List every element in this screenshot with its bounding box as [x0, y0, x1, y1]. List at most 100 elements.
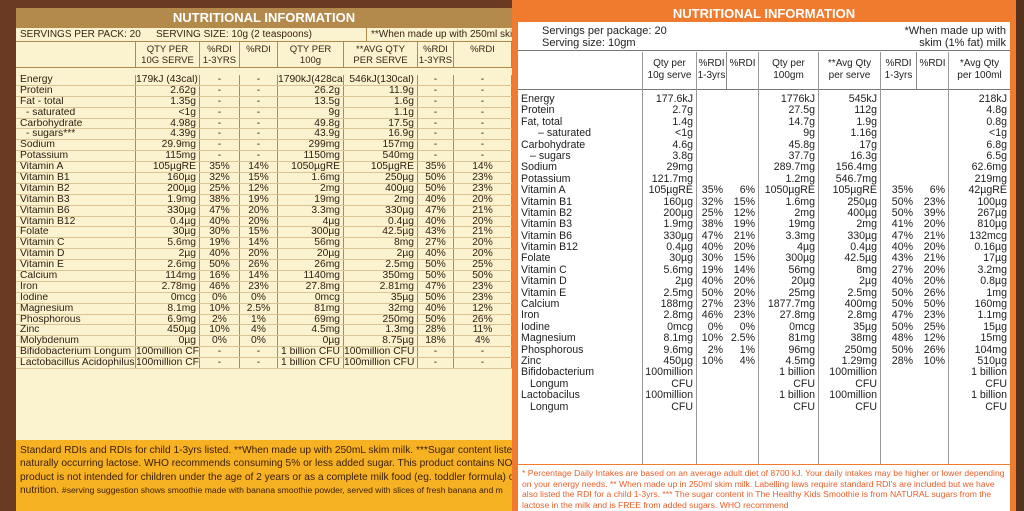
nutrient-value: [916, 94, 948, 105]
nutrient-value: -: [418, 96, 454, 107]
nutrient-value: 6%: [929, 185, 945, 197]
nutrient-value: 330µg: [663, 230, 693, 242]
nutrient-value: 43%: [891, 253, 913, 265]
nutrient-value: 4%: [739, 355, 755, 367]
nutrient-value: 12%: [923, 333, 945, 345]
right-when-made-note: *When made up with skim (1% fat) milk: [904, 25, 1007, 49]
nutrient-value: 50%: [418, 292, 454, 303]
nutrient-value: 100million: [645, 390, 693, 402]
nutrient-value: 115mg: [136, 151, 200, 162]
right-header-cell: [518, 52, 642, 89]
nutrient-value: 28%: [891, 355, 913, 367]
right-header-cell: %RDI: [726, 52, 758, 89]
nutrient-value: 47%: [418, 281, 454, 292]
nutrient-value: 0%: [240, 292, 278, 303]
nutrient-value: 27%: [891, 264, 913, 276]
nutrient-value: -: [418, 118, 454, 129]
nutrient-value: [696, 140, 726, 151]
nutrient-value: 42.5µg: [344, 227, 418, 238]
left-header-cell: **AVG QTY PER SERVE: [344, 42, 418, 67]
nutrient-value: [696, 390, 726, 401]
nutrient-value: 1 billion CFU: [278, 358, 344, 369]
nutrient-value: 19%: [733, 219, 755, 231]
nutrient-value: 25mg: [788, 287, 816, 299]
nutrient-value: 1 billion CFU: [278, 347, 344, 358]
nutrient-name: Vitamin A: [16, 162, 136, 173]
table-row: Vitamin B2 200µg 25% 12% 2mg 400µg 50% 39% 267µg: [518, 208, 1010, 219]
nutrient-value: -: [240, 118, 278, 129]
nutrient-value: 50%: [923, 299, 945, 311]
nutrient-value: 40%: [200, 216, 240, 227]
left-header-cell: %RDI 1-3YRS: [418, 42, 454, 67]
nutrient-value: 1 billion: [779, 390, 815, 402]
nutrient-value: 18%: [418, 336, 454, 347]
nutrient-value: 156.4mg: [835, 162, 877, 174]
nutrient-name: Bifidobacterium Longum: [16, 347, 136, 358]
nutrient-name: Carbohydrate: [16, 118, 136, 129]
nutrient-value: 0%: [200, 336, 240, 347]
nutrient-value: CFU: [985, 378, 1007, 390]
table-row: Iodine 0mcg 0% 0% 0mcg 35µg 50% 25% 15µg: [518, 322, 1010, 333]
nutrient-value: 25%: [454, 260, 512, 271]
nutrient-value: 510µg: [977, 355, 1007, 367]
right-header-cell: %RDI: [916, 52, 948, 89]
nutrient-value: 100µg: [977, 196, 1007, 208]
nutrient-value: 15%: [733, 253, 755, 265]
nutrient-value: [880, 174, 916, 185]
left-footnote-nutrition: nutrition.: [20, 485, 60, 497]
table-row: Zinc 450µg 10% 4% 4.5mg 1.3mg 28% 11%: [16, 325, 512, 337]
nutrient-value: 21%: [733, 230, 755, 242]
nutrient-value: -: [200, 347, 240, 358]
nutrient-value: 23%: [733, 299, 755, 311]
nutrient-value: 1150mg: [278, 151, 344, 162]
nutrient-value: 20%: [240, 205, 278, 216]
nutrient-value: 160mg: [974, 299, 1007, 311]
left-footnote-line: naturally occurring lactose. WHO recomme…: [20, 458, 512, 470]
nutrient-value: 14%: [240, 238, 278, 249]
nutrient-value: 105µgRE: [832, 185, 877, 197]
nutrient-value: 2.5mg: [663, 287, 693, 299]
nutrient-value: 50%: [891, 207, 913, 219]
nutrient-value: 50%: [891, 344, 913, 356]
nutrient-value: 121.7mg: [651, 173, 693, 185]
nutrient-value: 15%: [733, 196, 755, 208]
nutrient-name: Vitamin B2: [521, 207, 573, 219]
nutrient-value: 23%: [454, 173, 512, 183]
nutrient-name: Folate: [16, 227, 136, 238]
nutrient-value: [880, 117, 916, 128]
nutrient-name: - saturated: [16, 107, 136, 118]
nutrient-value: [880, 402, 916, 413]
nutrient-value: 545kJ: [848, 94, 877, 105]
nutrient-value: 1.4g: [672, 116, 693, 128]
nutrient-value: 4%: [240, 325, 278, 336]
nutrient-value: 100million CFU: [344, 358, 418, 369]
nutrient-value: 0%: [200, 292, 240, 303]
nutrient-value: 50%: [891, 321, 913, 333]
nutrient-value: -: [454, 85, 512, 96]
nutrient-value: 4.8g: [986, 105, 1007, 117]
nutrient-value: 9.6mg: [663, 344, 693, 356]
nutrient-value: 8mg: [856, 264, 877, 276]
right-column-divider: [642, 52, 643, 464]
table-row: Zinc 450µg 10% 4% 4.5mg 1.29mg 28% 10% 510µg: [518, 356, 1010, 367]
nutrient-value: 250µg: [847, 196, 877, 208]
nutrient-value: 1 billion: [971, 390, 1007, 402]
nutrient-value: 8.75µg: [344, 336, 418, 347]
nutrient-value: 450µg: [663, 355, 693, 367]
nutrient-value: 188mg: [660, 299, 693, 311]
nutrient-value: 20%: [923, 219, 945, 231]
table-row: Potassium 115mg - -1150mg 540mg - -: [16, 151, 512, 163]
table-row: Carbohydrate 4.98g - -49.8g 17.5g - -: [16, 118, 512, 130]
table-row: Lactobacillus Acidophilus 100million CFU -…: [16, 358, 512, 370]
nutrient-value: [726, 140, 758, 151]
nutrient-value: 3.8g: [672, 150, 693, 162]
nutrient-value: -: [240, 347, 278, 358]
nutrient-value: 50%: [418, 271, 454, 281]
nutrient-value: 20%: [733, 287, 755, 299]
nutrient-value: 27.5g: [788, 105, 815, 117]
nutrient-value: 16.9g: [344, 129, 418, 140]
nutrient-value: [880, 162, 916, 173]
nutrient-value: 23%: [240, 281, 278, 292]
right-servings: Servings per package: 20 Serving size: 1…: [542, 25, 667, 49]
nutrient-value: [696, 174, 726, 185]
